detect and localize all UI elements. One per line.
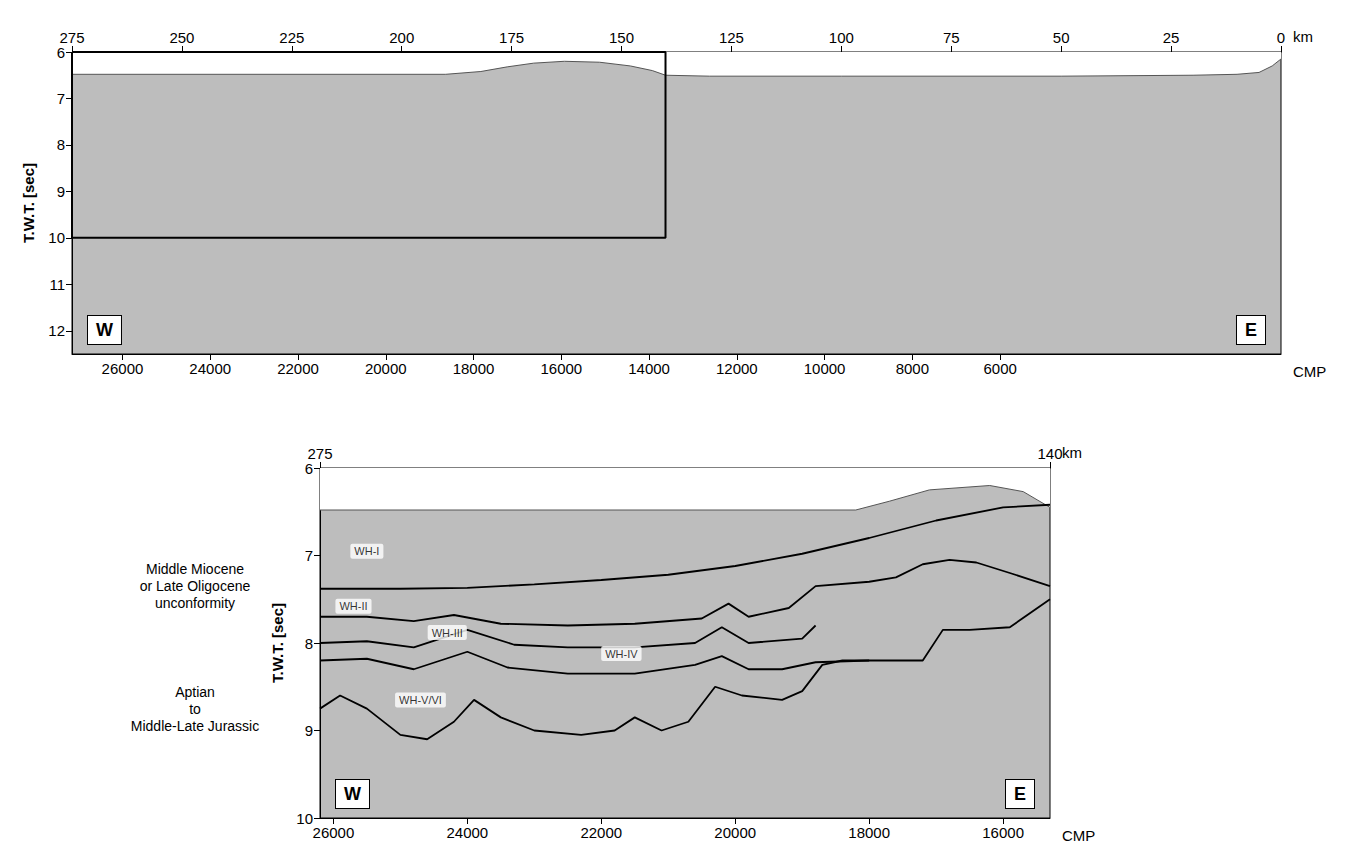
svg-text:CMP: CMP xyxy=(1293,363,1326,380)
svg-text:unconformity: unconformity xyxy=(155,595,235,611)
svg-text:14000: 14000 xyxy=(628,360,670,377)
svg-text:275: 275 xyxy=(59,29,84,46)
svg-text:7: 7 xyxy=(305,547,313,564)
svg-text:Aptian: Aptian xyxy=(175,684,215,700)
svg-text:8000: 8000 xyxy=(896,360,929,377)
svg-text:Middle-Late Jurassic: Middle-Late Jurassic xyxy=(131,718,259,734)
svg-text:175: 175 xyxy=(499,29,524,46)
svg-text:25: 25 xyxy=(1163,29,1180,46)
svg-text:km: km xyxy=(1293,28,1313,45)
svg-text:22000: 22000 xyxy=(580,824,622,841)
svg-text:24000: 24000 xyxy=(189,360,231,377)
svg-text:20000: 20000 xyxy=(365,360,407,377)
svg-text:22000: 22000 xyxy=(277,360,319,377)
svg-text:26000: 26000 xyxy=(313,824,355,841)
svg-text:CMP: CMP xyxy=(1062,827,1095,844)
svg-text:12: 12 xyxy=(48,322,65,339)
svg-text:9: 9 xyxy=(305,722,313,739)
svg-text:50: 50 xyxy=(1053,29,1070,46)
svg-text:W: W xyxy=(344,784,361,804)
svg-text:140: 140 xyxy=(1037,445,1062,462)
svg-text:100: 100 xyxy=(829,29,854,46)
svg-text:20000: 20000 xyxy=(714,824,756,841)
svg-text:6000: 6000 xyxy=(983,360,1016,377)
svg-text:E: E xyxy=(1245,320,1257,340)
svg-text:75: 75 xyxy=(943,29,960,46)
svg-text:W: W xyxy=(96,320,113,340)
svg-text:WH-IV: WH-IV xyxy=(605,648,638,660)
svg-text:225: 225 xyxy=(279,29,304,46)
svg-text:E: E xyxy=(1014,784,1026,804)
svg-text:11: 11 xyxy=(49,276,65,293)
svg-text:10: 10 xyxy=(48,229,65,246)
svg-text:6: 6 xyxy=(305,460,313,477)
svg-text:0: 0 xyxy=(1277,29,1285,46)
svg-text:275: 275 xyxy=(307,445,332,462)
svg-text:7: 7 xyxy=(57,90,65,107)
svg-text:10000: 10000 xyxy=(804,360,846,377)
svg-text:to: to xyxy=(189,701,201,717)
svg-text:WH-II: WH-II xyxy=(339,600,367,612)
svg-text:8: 8 xyxy=(305,635,313,652)
svg-text:18000: 18000 xyxy=(453,360,495,377)
svg-text:km: km xyxy=(1062,444,1082,461)
svg-text:WH-III: WH-III xyxy=(432,627,463,639)
svg-text:12000: 12000 xyxy=(716,360,758,377)
svg-text:T.W.T. [sec]: T.W.T. [sec] xyxy=(20,163,37,243)
svg-text:200: 200 xyxy=(389,29,414,46)
svg-text:WH-I: WH-I xyxy=(354,545,379,557)
svg-text:150: 150 xyxy=(609,29,634,46)
svg-text:9: 9 xyxy=(57,183,65,200)
svg-text:Middle Miocene: Middle Miocene xyxy=(146,561,244,577)
svg-text:or Late Oligocene: or Late Oligocene xyxy=(140,578,251,594)
svg-text:10: 10 xyxy=(296,810,313,827)
svg-text:6: 6 xyxy=(57,44,65,61)
svg-text:WH-V/VI: WH-V/VI xyxy=(399,694,442,706)
svg-text:18000: 18000 xyxy=(848,824,890,841)
svg-text:T.W.T. [sec]: T.W.T. [sec] xyxy=(269,603,286,683)
svg-text:16000: 16000 xyxy=(982,824,1024,841)
svg-text:24000: 24000 xyxy=(446,824,488,841)
svg-text:250: 250 xyxy=(169,29,194,46)
svg-text:26000: 26000 xyxy=(102,360,144,377)
svg-text:8: 8 xyxy=(57,136,65,153)
svg-text:16000: 16000 xyxy=(540,360,582,377)
svg-text:125: 125 xyxy=(719,29,744,46)
